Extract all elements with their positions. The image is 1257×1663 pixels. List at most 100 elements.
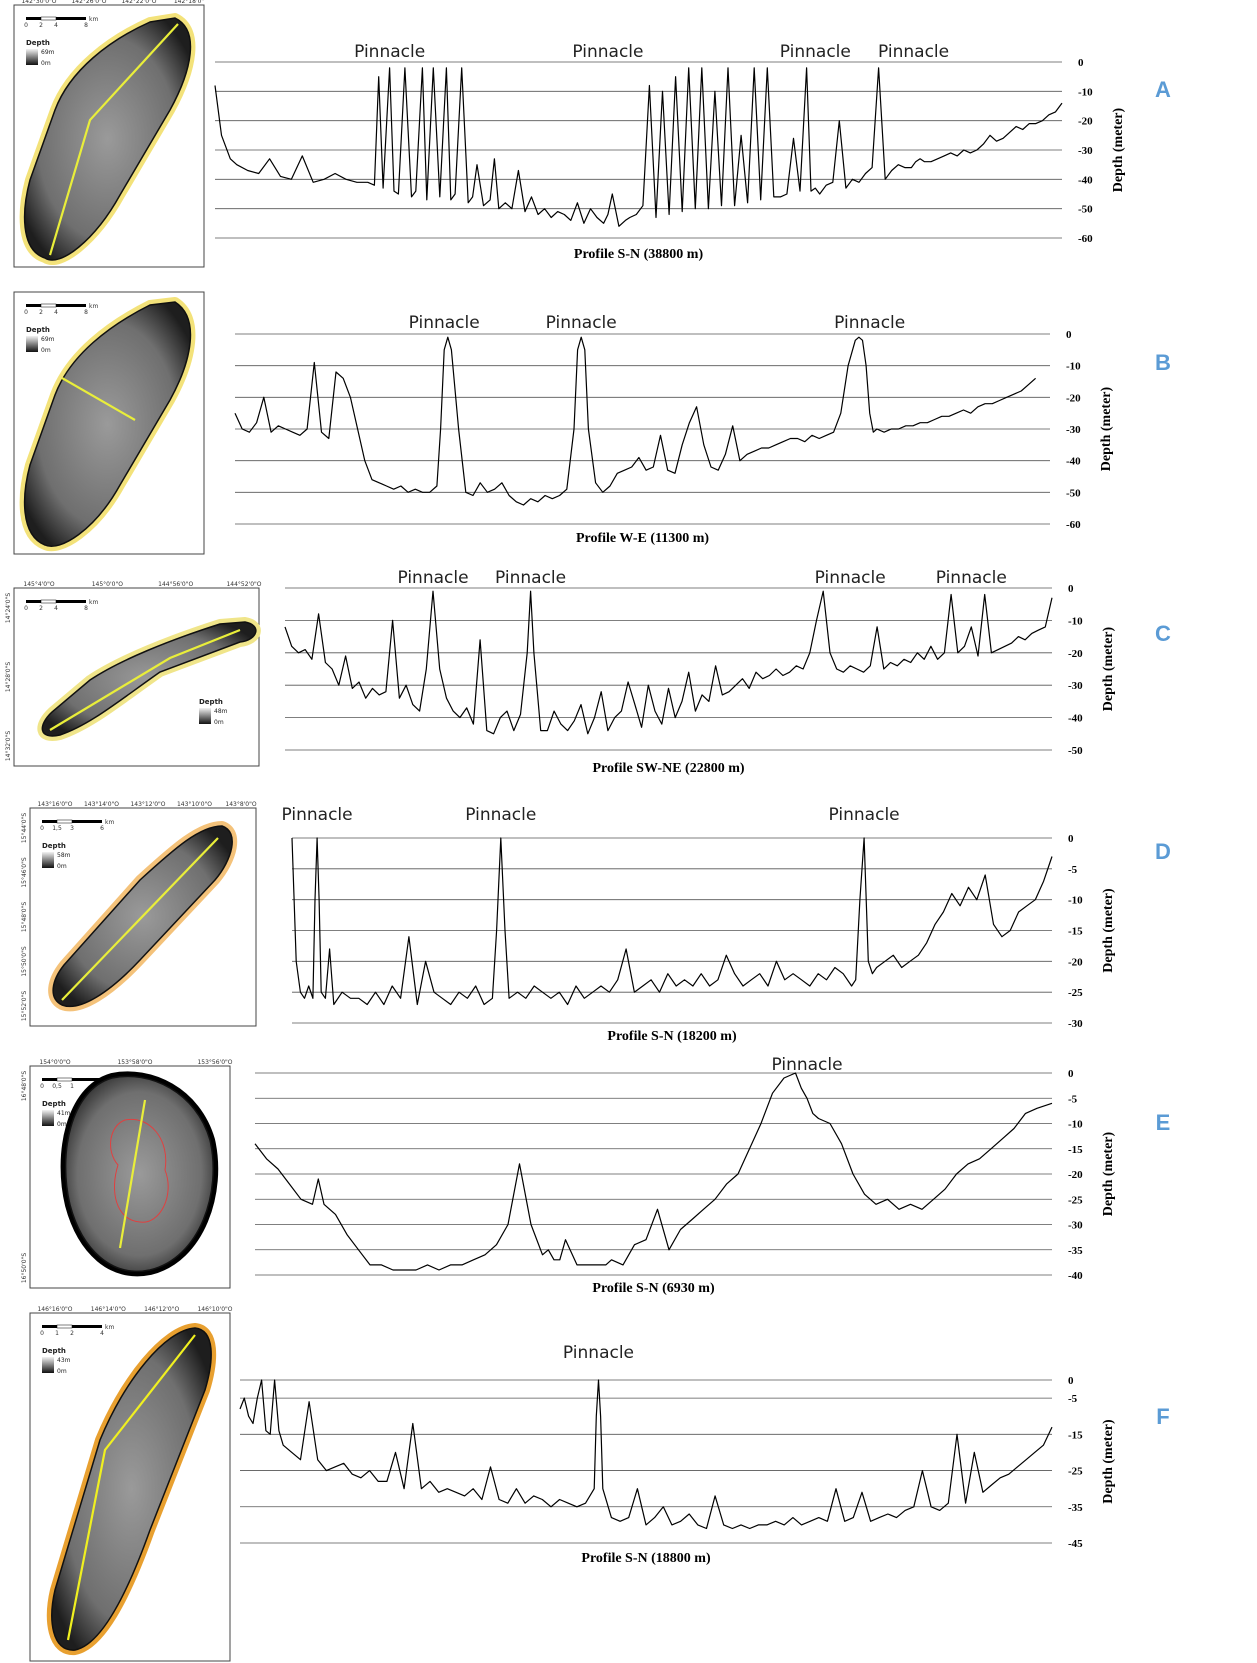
legend-title: Depth [42,1347,66,1355]
y-tick-label: -30 [1078,145,1093,157]
map-inset: 143°16'0"O 143°14'0"O 143°12'0"O 143°10'0"O… [21,801,257,1027]
y-axis-title: Depth (meter) [1101,1419,1116,1504]
scale-bar-label: 4 [54,309,58,316]
map-longitude-label: 142°22'0"O [121,0,156,5]
x-axis-title: Profile S-N (38800 m) [574,247,704,262]
map-inset: 0 2 4 8km Depth 69m 0m [13,291,205,555]
scale-bar-label: 1 [55,1330,59,1337]
map-longitude-label: 143°12'0"O [130,801,165,808]
legend-max-label: 41m [57,1110,71,1117]
map-inset: 146°16'0"O 146°14'0"O 146°12'0"O 146°10'0"O… [29,1306,233,1662]
y-tick-label: -5 [1068,1093,1078,1105]
lagoon-region-outline [110,1118,169,1223]
atoll-bathymetry [23,301,192,547]
legend-max-label: 48m [214,708,228,715]
scale-bar-label: 0 [24,605,28,612]
pinnacle-label: Pinnacle [834,313,905,333]
pinnacle-label: Pinnacle [936,568,1007,588]
y-axis-title: Depth (meter) [1101,888,1116,973]
y-tick-label: -40 [1068,1270,1083,1282]
legend-color-ramp [26,336,38,352]
y-tick-label: 0 [1078,57,1084,69]
map-latitude-label: 14°32'0"S [5,731,12,761]
profile-transect-line [49,628,241,731]
y-tick-label: -15 [1068,1429,1083,1441]
legend-min-label: 0m [41,347,51,354]
y-tick-label: -10 [1078,86,1093,98]
depth-profile-line [284,590,1053,735]
map-longitude-label: 146°16'0"O [37,1306,72,1313]
depth-profile-line [239,1379,1053,1530]
profile-transect-line [61,837,219,1001]
y-tick-label: -5 [1068,1393,1078,1405]
legend-min-label: 0m [214,719,224,726]
y-tick-label: -35 [1068,1245,1083,1257]
scale-bar-label: 2 [39,22,43,29]
legend-color-ramp [26,49,38,65]
map-inset: 142°30'0"O 142°26'0"O 142°22'0"O 142°18'0" 0… [13,0,205,268]
legend-max-label: 58m [57,852,71,859]
scale-bar-label: 2 [70,1330,74,1337]
pinnacle-label: Pinnacle [546,313,617,333]
panel-letter: E [1156,1110,1171,1135]
y-tick-label: 0 [1066,329,1072,341]
map-longitude-label: 146°12'0"O [144,1306,179,1313]
legend-title: Depth [199,698,223,706]
panel-letter: B [1155,350,1171,375]
map-latitude-label: 15°52'0"S [21,991,28,1021]
y-tick-label: -10 [1068,1119,1083,1131]
y-tick-label: -25 [1068,1194,1083,1206]
y-tick-label: -40 [1068,713,1083,725]
y-tick-label: -50 [1066,487,1081,499]
profile-transect-line [118,1099,147,1249]
scale-bar-label: 0 [40,1330,44,1337]
y-tick-label: -20 [1068,648,1083,660]
panel-letter: F [1156,1404,1169,1429]
pinnacle-label: Pinnacle [465,805,536,825]
map-longitude-label: 146°10'0"O [197,1306,232,1313]
legend-title: Depth [26,39,50,47]
map-longitude-label: 143°10'0"O [177,801,212,808]
depth-profile-line [234,336,1036,506]
y-tick-label: -30 [1068,1220,1083,1232]
pinnacle-label: Pinnacle [829,805,900,825]
y-tick-label: -45 [1068,1538,1083,1550]
map-latitude-label: 15°46'0"S [21,857,28,887]
scale-bar-segment [40,16,57,21]
y-tick-label: -15 [1068,926,1083,938]
panel-letter: D [1155,839,1171,864]
atoll-bathymetry [41,621,257,737]
scale-bar-segment [40,599,57,604]
pinnacle-label: Pinnacle [780,42,851,62]
scale-unit-label: km [89,16,98,23]
y-tick-label: -10 [1066,361,1081,373]
map-longitude-label: 144°52'0"O [226,581,261,588]
pinnacle-label: Pinnacle [572,42,643,62]
y-tick-label: -35 [1068,1502,1083,1514]
x-axis-title: Profile S-N (6930 m) [592,1281,715,1296]
pinnacle-label: Pinnacle [495,568,566,588]
map-inset: 145°4'0"O 145°0'0"O 144°56'0"O 144°52'0"O 14… [5,581,262,767]
legend-color-ramp [42,852,54,868]
x-axis-title: Profile S-N (18200 m) [607,1029,737,1044]
y-tick-label: -60 [1066,519,1081,531]
x-axis-title: Profile W-E (11300 m) [576,531,709,546]
map-latitude-label: 14°28'0"S [5,662,12,692]
y-tick-label: -50 [1078,204,1093,216]
pinnacle-label: Pinnacle [354,42,425,62]
y-axis-title: Depth (meter) [1101,1131,1116,1216]
map-longitude-label: 142°26'0"O [71,0,106,5]
map-latitude-label: 15°48'0"S [21,902,28,932]
y-tick-label: -30 [1066,424,1081,436]
y-tick-label: -30 [1068,1018,1083,1030]
y-tick-label: -20 [1068,1169,1083,1181]
scale-bar-label: 0 [40,825,44,832]
y-tick-label: -30 [1068,680,1083,692]
legend-max-label: 69m [41,336,55,343]
scale-unit-label: km [105,819,114,826]
pinnacle-label: Pinnacle [409,313,480,333]
y-tick-label: -25 [1068,987,1083,999]
map-latitude-label: 16°50'0"S [21,1253,28,1283]
legend-min-label: 0m [57,1368,67,1375]
map-latitude-label: 15°44'0"S [21,813,28,843]
